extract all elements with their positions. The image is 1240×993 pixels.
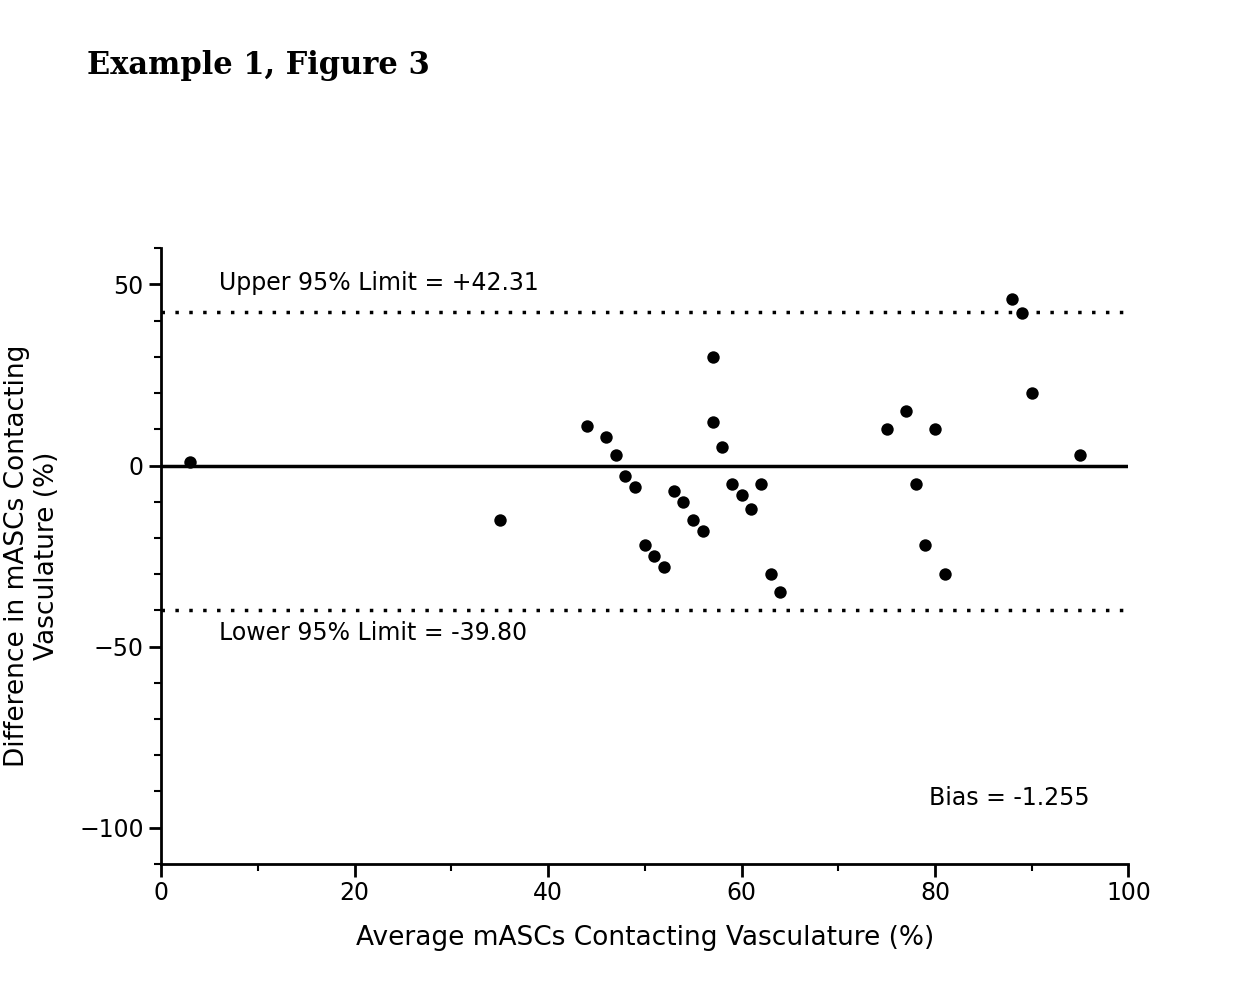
Point [760,566,780,582]
Text: Upper 95% Limit = +42.31: Upper 95% Limit = +42.31 [219,271,539,295]
Point [635,537,655,553]
Point [770,584,790,600]
Y-axis label: Difference in mASCs Contacting
Vasculature (%): Difference in mASCs Contacting Vasculatu… [4,345,60,768]
Point [1012,306,1032,322]
Point [905,476,925,492]
Point [577,418,596,434]
Point [897,403,916,419]
Point [673,494,693,509]
X-axis label: Average mASCs Contacting Vasculature (%): Average mASCs Contacting Vasculature (%) [356,924,934,950]
Point [693,522,713,538]
Point [935,566,955,582]
Point [877,421,897,437]
Text: Example 1, Figure 3: Example 1, Figure 3 [87,50,430,80]
Point [490,512,510,528]
Point [722,476,742,492]
Point [1022,385,1042,401]
Point [596,429,616,445]
Point [645,548,665,564]
Point [915,537,935,553]
Point [663,483,683,498]
Point [606,447,626,463]
Text: Lower 95% Limit = -39.80: Lower 95% Limit = -39.80 [219,622,527,645]
Point [683,512,703,528]
Point [1002,291,1022,307]
Text: Bias = -1.255: Bias = -1.255 [929,785,1090,809]
Point [703,349,723,364]
Point [625,480,645,496]
Point [742,501,761,517]
Point [655,559,675,575]
Point [703,414,723,430]
Point [712,440,732,456]
Point [925,421,945,437]
Point [615,469,635,485]
Point [1070,447,1090,463]
Point [180,454,200,470]
Point [732,487,751,502]
Point [751,476,771,492]
